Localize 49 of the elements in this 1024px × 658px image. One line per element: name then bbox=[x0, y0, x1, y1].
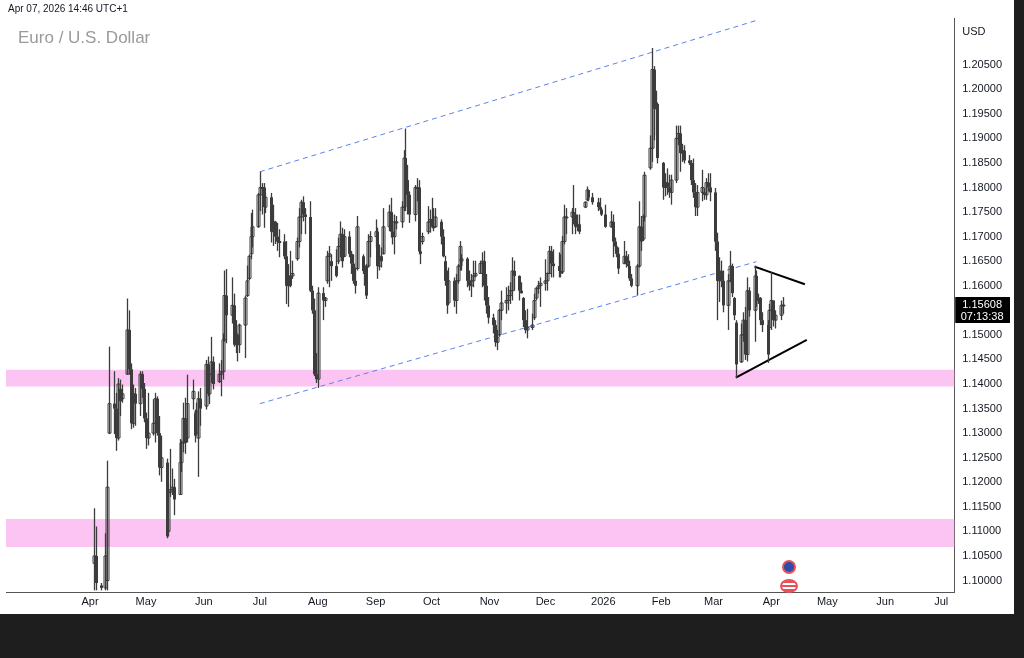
y-tick-label: 1.20500 bbox=[962, 57, 1002, 70]
x-tick-label: Sep bbox=[365, 595, 386, 608]
y-tick-label: 1.16500 bbox=[962, 254, 1002, 267]
y-tick-label: 1.16000 bbox=[962, 278, 1002, 291]
x-tick-label: Apr bbox=[81, 595, 99, 608]
x-tick-label: Jul bbox=[252, 595, 267, 608]
y-tick-label: 1.18000 bbox=[962, 180, 1002, 193]
candlestick bbox=[105, 460, 110, 591]
y-tick-label: 1.15000 bbox=[962, 327, 1002, 340]
x-tick-label: Jun bbox=[194, 595, 213, 608]
x-tick-label: Feb bbox=[651, 595, 671, 608]
y-tick-label: 1.12500 bbox=[962, 450, 1002, 463]
x-tick-label: Jun bbox=[876, 595, 895, 608]
y-tick-label: 1.19500 bbox=[962, 106, 1002, 119]
x-tick-label: Oct bbox=[423, 595, 441, 608]
text: 07:13:38 bbox=[960, 310, 1004, 323]
candlestick bbox=[92, 507, 97, 591]
y-tick-label: 1.14000 bbox=[962, 377, 1002, 390]
x-tick-label: 2026 bbox=[591, 595, 616, 608]
x-tick-label: Mar bbox=[703, 595, 724, 608]
y-tick-label: 1.17500 bbox=[962, 205, 1002, 218]
x-tick-label: Dec bbox=[535, 595, 556, 608]
y-tick-label: 1.11000 bbox=[962, 524, 1002, 537]
y-tick-label: 1.20000 bbox=[962, 82, 1002, 95]
candlestick bbox=[622, 240, 627, 265]
y-tick-label: 1.18500 bbox=[962, 155, 1002, 168]
text: Apr 07, 2026 14:46 UTC+1 bbox=[8, 2, 129, 14]
candlestick bbox=[587, 189, 590, 202]
x-tick-label: Nov bbox=[479, 595, 500, 608]
y-tick-label: 1.19000 bbox=[962, 131, 1002, 144]
y-tick-label: 1.10000 bbox=[962, 573, 1002, 586]
text: 1.15608 bbox=[962, 298, 1002, 311]
y-tick-label: 1.13500 bbox=[962, 401, 1002, 414]
y-tick-label: 1.12000 bbox=[962, 475, 1002, 488]
x-tick-label: May bbox=[135, 595, 157, 608]
x-tick-label: Jul bbox=[934, 595, 949, 608]
x-tick-label: Apr bbox=[762, 595, 781, 608]
candlestick bbox=[327, 245, 332, 288]
y-axis-title: USD bbox=[962, 25, 986, 38]
y-tick-label: 1.13000 bbox=[962, 426, 1002, 439]
y-tick-label: 1.17000 bbox=[962, 229, 1002, 242]
y-tick-label: 1.11500 bbox=[962, 499, 1002, 512]
x-tick-label: Aug bbox=[307, 595, 328, 608]
candlestick bbox=[604, 204, 607, 229]
x-tick-label: May bbox=[816, 595, 839, 608]
text: Euro / U.S. Dollar bbox=[18, 28, 151, 48]
candlestick bbox=[107, 346, 112, 435]
y-tick-label: 1.10500 bbox=[962, 548, 1002, 561]
y-tick-label: 1.14500 bbox=[962, 352, 1002, 365]
